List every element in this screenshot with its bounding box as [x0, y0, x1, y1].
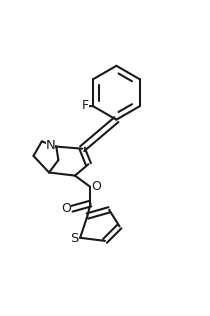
Text: O: O	[91, 180, 101, 193]
Text: S: S	[70, 232, 78, 245]
Text: F: F	[82, 99, 89, 112]
Text: O: O	[61, 202, 71, 215]
Text: N: N	[46, 139, 55, 152]
